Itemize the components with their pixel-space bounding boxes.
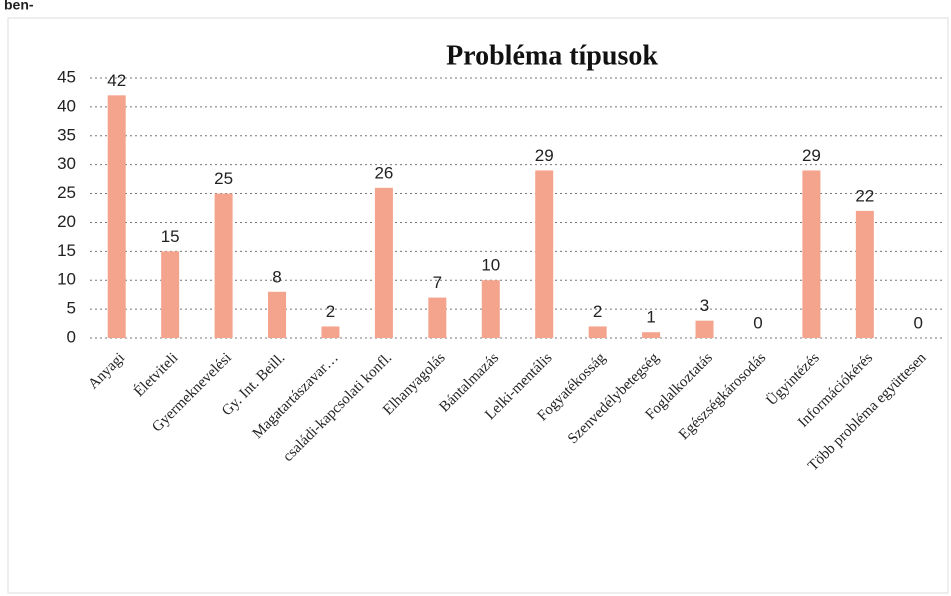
data-label: 26 <box>374 163 393 182</box>
bar <box>802 170 821 338</box>
bar <box>588 326 607 338</box>
y-tick-label: 35 <box>57 125 76 144</box>
y-tick-label: 15 <box>57 241 76 260</box>
y-tick-label: 25 <box>57 183 76 202</box>
data-label: 22 <box>855 186 874 205</box>
y-tick-label: 30 <box>57 154 76 173</box>
data-label: 0 <box>914 313 923 332</box>
y-tick-label: 40 <box>57 96 76 115</box>
data-label: 42 <box>107 71 126 90</box>
y-tick-label: 45 <box>57 67 76 86</box>
bar <box>855 210 874 338</box>
bar <box>428 297 447 338</box>
y-tick-label: 5 <box>67 299 76 318</box>
data-label: 29 <box>535 146 554 165</box>
bar <box>214 193 233 338</box>
bar <box>268 291 287 338</box>
bar <box>695 320 714 338</box>
y-tick-label: 0 <box>67 327 76 346</box>
data-label: 2 <box>593 302 602 321</box>
bar <box>374 187 393 338</box>
data-label: 1 <box>646 308 655 327</box>
bar <box>642 332 661 338</box>
data-label: 15 <box>161 227 180 246</box>
page-caption: ben- <box>4 0 34 13</box>
data-label: 7 <box>433 273 442 292</box>
data-label: 2 <box>326 302 335 321</box>
bar <box>535 170 554 338</box>
data-label: 0 <box>753 313 762 332</box>
bar <box>481 280 500 338</box>
data-label: 3 <box>700 296 709 315</box>
chart-title: Probléma típusok <box>446 40 658 71</box>
y-tick-label: 10 <box>57 270 76 289</box>
data-label: 25 <box>214 169 233 188</box>
bar <box>161 251 180 338</box>
data-label: 10 <box>481 256 500 275</box>
data-label: 29 <box>802 146 821 165</box>
y-tick-label: 20 <box>57 212 76 231</box>
bar <box>107 95 126 338</box>
data-label: 8 <box>272 267 281 286</box>
bar <box>321 326 340 338</box>
